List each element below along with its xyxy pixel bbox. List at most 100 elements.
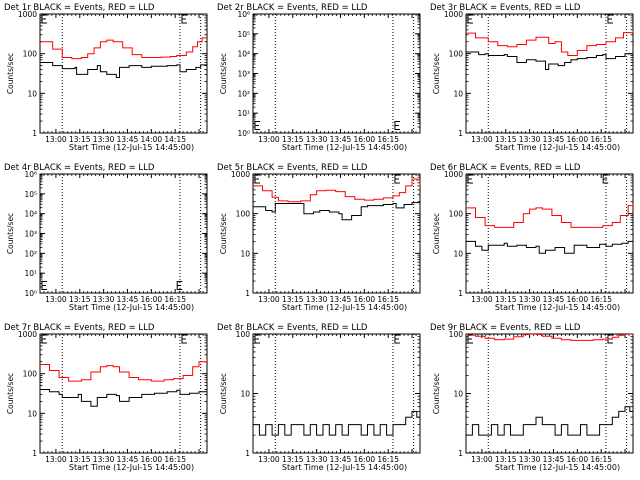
x-tick-label: 13:15 <box>282 455 304 464</box>
events-series-line <box>466 51 633 70</box>
chart-panel-9: Det 9r BLACK = Events, RED = LLD 1 10 100 13… <box>430 323 634 472</box>
x-tick-label: 13:30 <box>306 455 328 464</box>
x-tick-label: 13:00 <box>45 135 67 144</box>
x-tick-label: 13:30 <box>519 455 541 464</box>
y-tick-label: 10⁴ <box>237 50 250 59</box>
y-tick-label: 1 <box>245 449 250 458</box>
y-tick-label: 1000 <box>444 170 463 179</box>
chart-panel-1: Det 1r BLACK = Events, RED = LLD 1 10 100 10… <box>4 3 208 152</box>
y-tick-label: 1000 <box>18 330 37 339</box>
e-marker <box>41 334 47 344</box>
x-tick-label: 16:00 <box>141 295 163 304</box>
panel-title: Det 5r BLACK = Events, RED = LLD <box>217 163 368 173</box>
panel-title: Det 3r BLACK = Events, RED = LLD <box>430 3 581 13</box>
x-tick-label: 14:15 <box>164 135 186 144</box>
events-series-line <box>466 406 633 436</box>
y-tick-label: 10¹ <box>24 269 37 278</box>
x-axis-label: Start Time (12-Jul-15 14:45:00) <box>495 463 620 472</box>
panel-title: Det 1r BLACK = Events, RED = LLD <box>4 3 155 13</box>
x-tick-label: 13:30 <box>519 135 541 144</box>
chart-panel-3: Det 3r BLACK = Events, RED = LLD 1 10 100 10… <box>430 3 634 152</box>
y-tick-label: 10² <box>24 249 37 258</box>
y-axis-label: Counts/sec <box>219 53 228 94</box>
plot-frame <box>465 173 634 294</box>
lld-series-line <box>466 334 633 341</box>
plot-frame <box>39 173 208 294</box>
y-axis-label: Counts/sec <box>6 213 15 254</box>
panel-title: Det 4r BLACK = Events, RED = LLD <box>4 163 155 173</box>
y-axis-label: Counts/sec <box>432 213 441 254</box>
x-tick-label: 13:30 <box>93 295 115 304</box>
e-marker <box>602 174 609 184</box>
x-tick-label: 13:00 <box>258 135 280 144</box>
y-tick-label: 10 <box>453 89 463 98</box>
x-tick-label: 16:15 <box>590 455 612 464</box>
x-tick-label: 13:45 <box>117 295 139 304</box>
chart-panel-4: Det 4r BLACK = Events, RED = LLD 10⁰ 10¹ 10… <box>4 163 208 312</box>
x-axis-label: Start Time (12-Jul-15 14:45:00) <box>282 303 407 312</box>
x-tick-label: 13:00 <box>471 295 493 304</box>
y-tick-label: 10 <box>240 390 250 399</box>
x-tick-label: 13:15 <box>282 135 304 144</box>
y-tick-label: 1 <box>32 129 37 138</box>
x-tick-label: 13:00 <box>258 455 280 464</box>
x-tick-label: 13:45 <box>117 135 139 144</box>
x-tick-label: 13:00 <box>471 135 493 144</box>
lld-series-line <box>40 359 207 382</box>
y-tick-label: 10⁶ <box>24 170 37 179</box>
e-marker <box>41 281 47 291</box>
x-axis-label: Start Time (12-Jul-15 14:45:00) <box>495 143 620 152</box>
y-tick-label: 100 <box>23 50 38 59</box>
e-marker <box>394 121 400 131</box>
x-tick-label: 13:00 <box>471 455 493 464</box>
y-tick-label: 10 <box>240 249 250 258</box>
e-marker <box>467 14 473 24</box>
x-tick-label: 13:15 <box>69 135 91 144</box>
y-tick-label: 10⁶ <box>237 10 250 19</box>
lld-series-line <box>40 37 207 60</box>
x-tick-label: 16:15 <box>164 455 186 464</box>
chart-panel-8: Det 8r BLACK = Events, RED = LLD 1 10 100 13… <box>217 323 421 472</box>
x-tick-label: 16:00 <box>567 455 589 464</box>
y-axis-label: Counts/sec <box>6 373 15 414</box>
e-marker <box>607 14 613 24</box>
y-axis-label: Counts/sec <box>219 373 228 414</box>
y-axis-label: Counts/sec <box>6 53 15 94</box>
y-axis-label: Counts/sec <box>219 213 228 254</box>
y-tick-label: 10⁰ <box>24 289 37 298</box>
y-tick-label: 1 <box>458 289 463 298</box>
y-tick-label: 100 <box>236 330 251 339</box>
x-tick-label: 13:30 <box>306 135 328 144</box>
x-tick-label: 16:00 <box>354 135 376 144</box>
x-tick-label: 13:00 <box>45 295 67 304</box>
plot-frame <box>252 13 421 134</box>
y-tick-label: 1000 <box>231 170 250 179</box>
x-axis-label: Start Time (12-Jul-15 14:45:00) <box>69 143 194 152</box>
x-axis-label: Start Time (12-Jul-15 14:45:00) <box>282 463 407 472</box>
y-tick-label: 10³ <box>24 230 37 239</box>
x-tick-label: 13:45 <box>117 455 139 464</box>
y-axis-label: Counts/sec <box>432 373 441 414</box>
y-tick-label: 100 <box>449 50 464 59</box>
x-tick-label: 16:15 <box>590 135 612 144</box>
y-tick-label: 100 <box>449 330 464 339</box>
y-tick-label: 10 <box>27 409 37 418</box>
e-marker <box>176 281 183 291</box>
chart-panel-6: Det 6r BLACK = Events, RED = LLD 1 10 100 10… <box>430 163 634 312</box>
y-tick-label: 1 <box>32 449 37 458</box>
plot-frame <box>465 13 634 134</box>
e-marker <box>181 334 187 344</box>
x-tick-label: 14:00 <box>141 135 163 144</box>
x-tick-label: 16:15 <box>377 295 399 304</box>
e-marker <box>254 174 260 184</box>
panel-title: Det 8r BLACK = Events, RED = LLD <box>217 323 368 333</box>
x-tick-label: 16:00 <box>567 295 589 304</box>
panel-title: Det 2r BLACK = Events, RED = LLD <box>217 3 368 13</box>
events-series-line <box>466 239 633 254</box>
panel-title: Det 9r BLACK = Events, RED = LLD <box>430 323 581 333</box>
x-tick-label: 13:15 <box>69 295 91 304</box>
lld-series-line <box>466 204 633 228</box>
x-tick-label: 13:30 <box>93 455 115 464</box>
events-series-line <box>40 62 207 78</box>
x-tick-label: 13:45 <box>330 455 352 464</box>
